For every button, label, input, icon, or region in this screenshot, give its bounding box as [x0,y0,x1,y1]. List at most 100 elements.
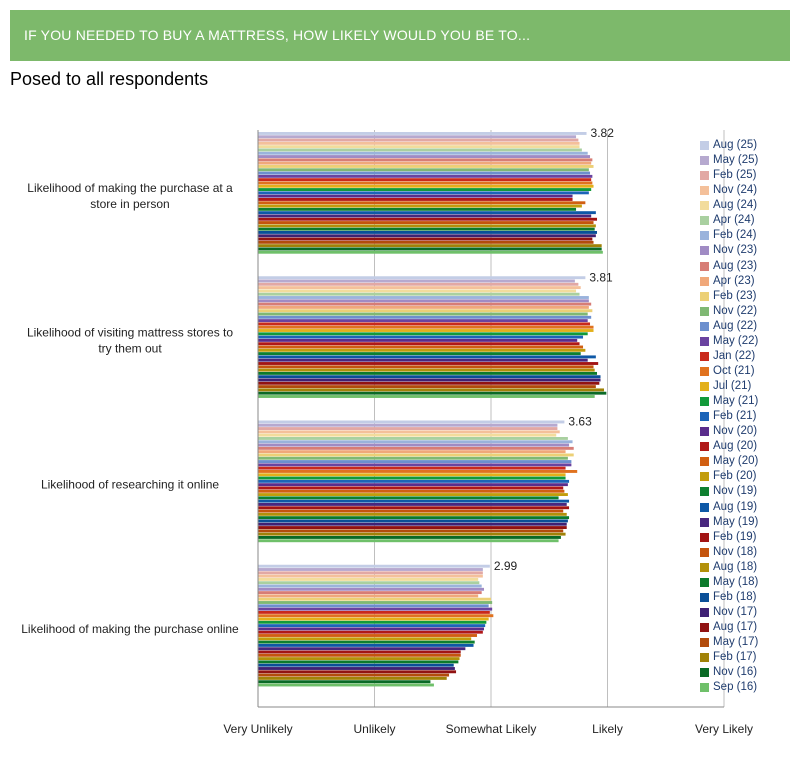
legend-label: Aug (18) [713,560,758,573]
bar [258,643,474,647]
legend-swatch [700,321,709,331]
legend-swatch [700,683,709,693]
legend-swatch [700,382,709,392]
bar [258,155,591,158]
bar [258,234,596,238]
legend-item: Aug (18) [700,560,758,575]
bar [258,427,558,430]
legend-label: May (22) [713,334,759,347]
bar [258,568,483,571]
legend-label: Nov (18) [713,545,758,558]
bar [258,680,431,684]
bar [258,604,489,608]
bar [258,657,460,661]
legend-item: Apr (24) [700,213,758,228]
legend-swatch [700,351,709,361]
bar [258,620,487,624]
bar [258,194,573,198]
legend-item: Aug (20) [700,439,758,454]
bar [258,388,605,392]
legend-label: Feb (21) [713,410,757,423]
bar [258,240,594,244]
legend-item: Feb (20) [700,469,758,484]
legend-swatch [700,412,709,422]
bar [258,148,582,152]
bar [258,309,593,313]
legend-swatch [700,638,709,648]
bar [258,479,570,483]
bar [258,496,559,500]
bar [258,237,593,241]
bar [258,493,568,496]
bar [258,519,568,523]
legend-item: Nov (17) [700,605,758,620]
bar [258,381,600,385]
bar [258,601,493,604]
legend-item: Feb (18) [700,590,758,605]
bar [258,453,574,457]
bar [258,470,578,473]
bar [258,476,566,480]
bar [258,614,494,618]
legend-item: Feb (25) [700,168,758,183]
legend-label: Jul (21) [713,380,752,392]
legend-item: Sep (16) [700,680,758,695]
bar [258,660,459,664]
legend-label: Aug (22) [713,319,758,332]
bar [258,151,588,155]
bar [258,191,589,195]
bar [258,207,577,211]
bar [258,489,565,493]
bar [258,683,434,687]
bar [258,305,589,309]
legend-label: Aug (17) [713,621,758,633]
legend-label: Sep (16) [713,681,758,694]
legend-swatch [700,201,709,211]
legend-swatch [700,141,709,151]
bar [258,516,570,520]
bar [258,342,580,346]
legend-label: Feb (23) [713,289,757,302]
bar [258,446,574,450]
bar [258,171,591,175]
x-tick-label: Very Unlikely [223,722,292,736]
legend-label: May (19) [713,515,759,528]
legend-label: May (21) [713,395,759,408]
bar [258,231,598,234]
bar [258,650,461,654]
bar [258,132,587,135]
legend-label: Feb (24) [713,229,757,242]
bar [258,499,570,503]
legend-item: Jan (22) [700,349,758,364]
legend-item: May (18) [700,575,758,590]
bar [258,466,566,470]
bar [258,335,584,339]
legend-label: Feb (17) [713,651,757,664]
bar [258,358,588,362]
bar [258,365,594,369]
legend-item: Nov (20) [700,424,758,439]
bar [258,509,564,513]
bar [258,647,466,651]
bar [258,420,565,424]
bar [258,296,589,299]
bar [258,385,596,389]
bar [258,667,455,670]
bar [258,244,602,248]
bar [258,322,591,326]
legend-swatch [700,186,709,196]
bar [258,221,594,224]
bar [258,292,580,296]
category-label: Likelihood of visiting mattress stores t… [27,325,233,355]
bar [258,198,573,201]
legend-label: Feb (25) [713,169,757,182]
legend-swatch [700,607,709,617]
legend-swatch [700,231,709,241]
bar [258,378,601,382]
bar [258,217,598,221]
bar [258,325,594,329]
bar [258,574,483,578]
legend-item: Nov (16) [700,665,758,680]
legend-item: May (17) [700,635,758,650]
